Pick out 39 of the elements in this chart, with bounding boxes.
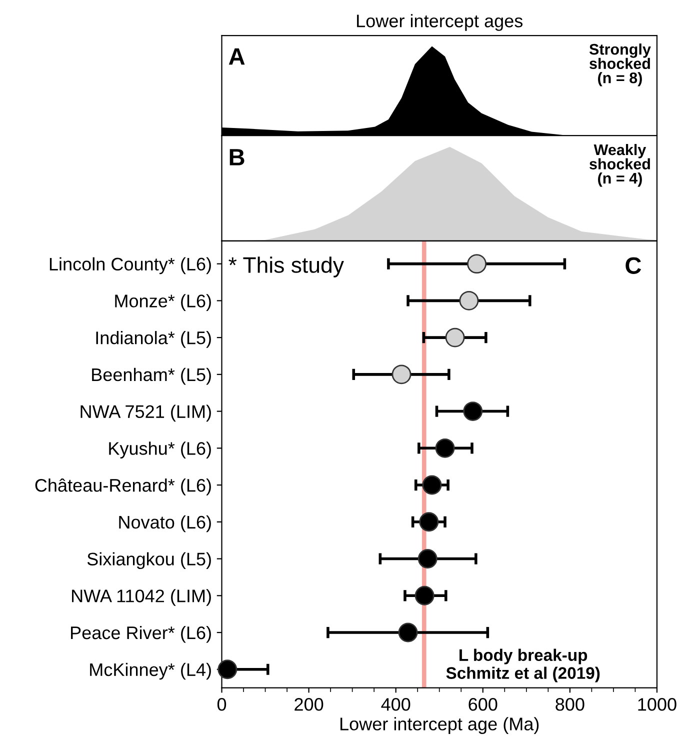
point: [419, 512, 439, 532]
annotation: * This study: [228, 256, 344, 278]
point: [467, 254, 487, 274]
point: [418, 549, 438, 568]
y-tick-label: Indianola* (L5): [96, 331, 211, 348]
x-axis-title: Lower intercept age (Ma): [340, 717, 539, 734]
chart-title: Lower intercept ages: [357, 14, 523, 31]
point: [414, 586, 434, 606]
point: [459, 290, 479, 310]
x-tick-label: 1000: [638, 698, 676, 711]
point: [398, 622, 418, 642]
point: [463, 402, 483, 422]
y-tick-label: NWA 11042 (LIM): [72, 589, 211, 606]
y-tick-label: NWA 7521 (LIM): [80, 404, 211, 422]
x-tick-label: 0: [217, 698, 226, 711]
annotation: B: [230, 149, 244, 166]
y-tick-label: McKinney* (L4): [90, 662, 211, 680]
x-tick-label: 400: [381, 698, 410, 711]
point: [435, 438, 455, 458]
annotation: A: [228, 48, 245, 65]
point: [445, 328, 465, 348]
point: [422, 475, 442, 495]
band-label: L body break-up Schmitz et al (2019): [446, 648, 600, 682]
y-tick-label: Kyushu* (L6): [109, 442, 211, 458]
y-tick-label: Monze* (L6): [115, 294, 211, 311]
y-tick-label: Beenham* (L5): [92, 368, 211, 385]
point: [218, 660, 238, 680]
y-tick-label: Peace River* (L6): [71, 626, 211, 643]
annotation: Strongly shocked (n = 8): [589, 44, 651, 86]
x-tick-label: 200: [294, 698, 324, 711]
y-tick-label: Château-Renard* (L6): [35, 478, 211, 496]
x-tick-label: 800: [556, 698, 584, 711]
y-tick-label: Sixiangkou (L5): [87, 552, 211, 570]
y-tick-label: Lincoln County* (L6): [50, 257, 211, 274]
point: [392, 364, 412, 384]
y-tick-label: Novato (L6): [119, 515, 211, 532]
annotation: C: [626, 257, 642, 274]
annotation: Weakly shocked (n = 4): [590, 144, 650, 187]
x-tick-label: 600: [468, 698, 498, 711]
